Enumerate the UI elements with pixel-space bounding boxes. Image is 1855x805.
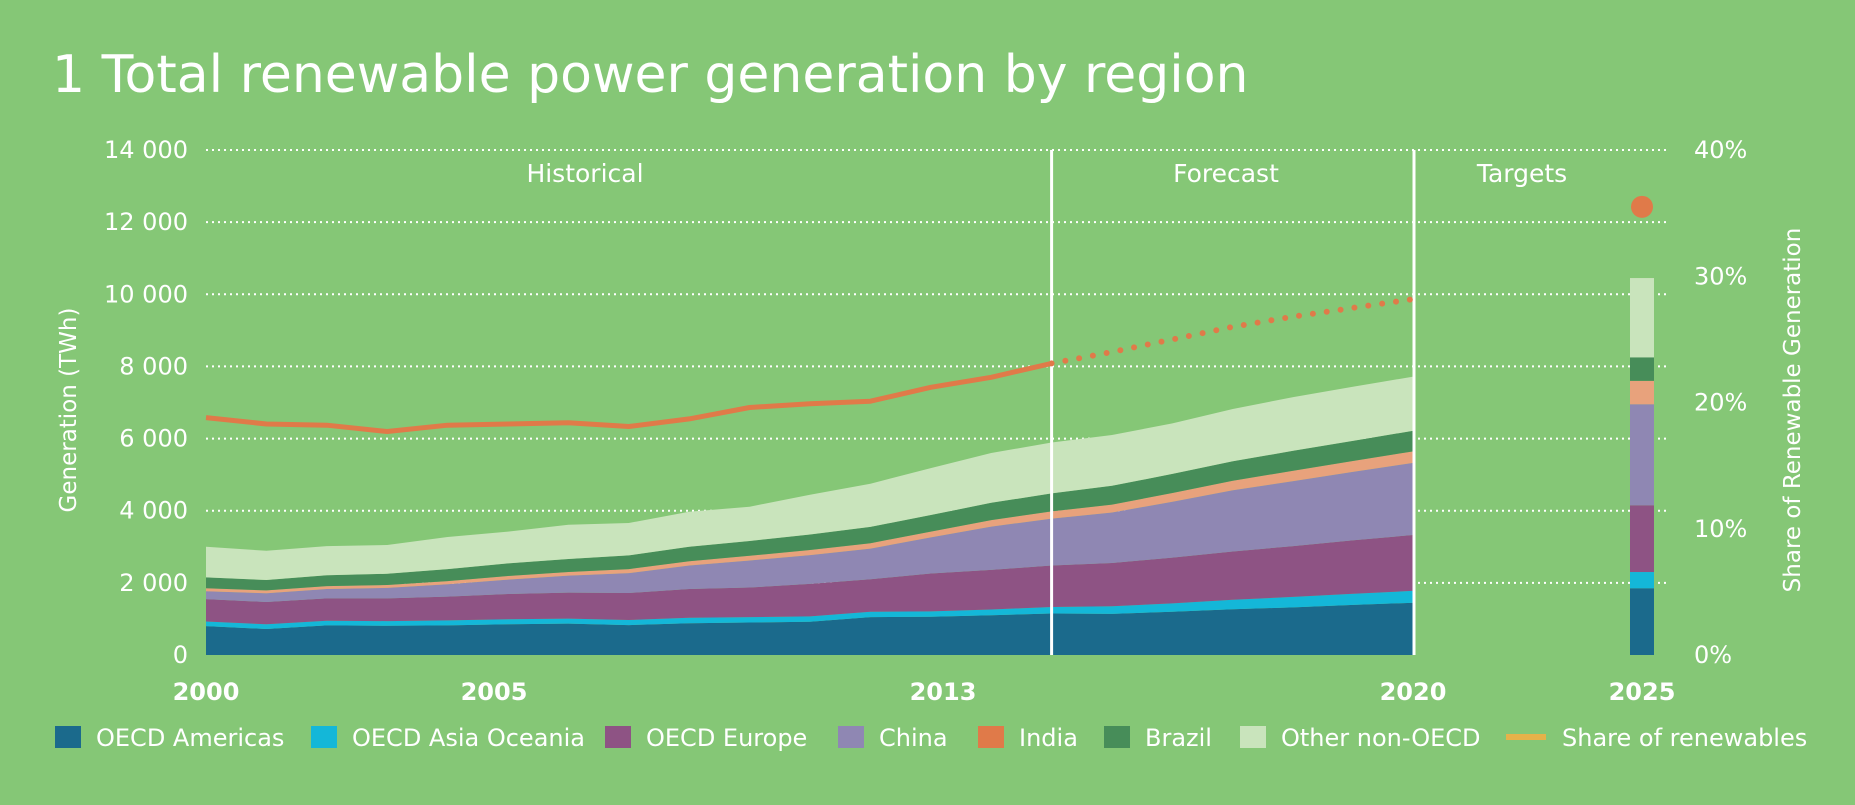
target-bar-brazil: [1630, 357, 1654, 381]
x-tick-label: 2025: [1609, 678, 1676, 706]
section-label-targets: Targets: [1476, 159, 1567, 188]
stacked-areas: [206, 376, 1414, 655]
section-label-forecast: Forecast: [1173, 159, 1279, 188]
y-tick-label-right: 10%: [1694, 515, 1747, 543]
x-tick-label: 2013: [910, 678, 977, 706]
legend-item-china: China: [838, 724, 948, 752]
target-bar-oecd-asia-oceania: [1630, 572, 1654, 589]
legend-label: Other non-OECD: [1281, 724, 1481, 752]
legend-swatch: [1104, 726, 1130, 748]
legend-label: Brazil: [1145, 724, 1212, 752]
y-tick-label: 8 000: [119, 352, 188, 380]
y-axis-ticks-left: 0 2 000 4 000 6 000 8 000 10 000 12 000 14 000: [104, 136, 188, 669]
legend-label: India: [1019, 724, 1078, 752]
section-label-historical: Historical: [526, 159, 643, 188]
x-tick-label: 2000: [173, 678, 240, 706]
share-of-renewables-line: [205, 296, 1417, 434]
y-tick-label-right: 0%: [1694, 641, 1732, 669]
y-axis-title-left: Generation (TWh): [56, 308, 82, 513]
y-tick-label: 4 000: [119, 497, 188, 525]
y-tick-label: 14 000: [104, 136, 188, 164]
y-tick-label: 12 000: [104, 208, 188, 236]
area-china: [206, 462, 1414, 602]
legend-swatch: [1506, 734, 1546, 740]
legend-swatch: [838, 726, 864, 748]
legend-label: Share of renewables: [1562, 724, 1807, 752]
target-bar-china: [1630, 404, 1654, 506]
section-labels: Historical Forecast Targets: [526, 159, 1567, 188]
legend-item-india: India: [978, 724, 1078, 752]
legend-item-brazil: Brazil: [1104, 724, 1212, 752]
y-tick-label: 6 000: [119, 425, 188, 453]
legend-swatch: [311, 726, 337, 748]
share-line-forecast: [1048, 296, 1417, 367]
y-axis-ticks-right: 0% 10% 20% 30% 40%: [1694, 136, 1747, 669]
legend-label: OECD Europe: [646, 724, 807, 752]
area-other-non-oecd: [206, 376, 1414, 580]
area-oecd-asia-oceania: [206, 590, 1414, 629]
legend-label: OECD Asia Oceania: [352, 724, 585, 752]
legend-item-oecd-europe: OECD Europe: [605, 724, 807, 752]
y-tick-label: 0: [173, 641, 188, 669]
y-axis-title-right: Share of Renewable Generation: [1780, 228, 1806, 593]
x-axis-ticks: 2000 2005 2013 2020 2025: [173, 678, 1676, 706]
target-bar-oecd-europe: [1630, 505, 1654, 573]
chart-title: 1 Total renewable power generation by re…: [52, 45, 1248, 105]
y-tick-label: 2 000: [119, 569, 188, 597]
share-line-historical: [205, 360, 1053, 434]
y-tick-label-right: 40%: [1694, 136, 1747, 164]
target-bar-other-non-oecd: [1630, 278, 1654, 358]
legend-item-oecd-asia-oceania: OECD Asia Oceania: [311, 724, 585, 752]
legend-label: China: [879, 724, 948, 752]
targets-2025-stack: [1630, 195, 1654, 655]
x-tick-label: 2005: [461, 678, 528, 706]
y-tick-label-right: 30%: [1694, 262, 1747, 290]
y-tick-label-right: 20%: [1694, 389, 1747, 417]
gridlines: [206, 149, 1668, 584]
x-tick-label: 2020: [1380, 678, 1447, 706]
legend-swatch: [1240, 726, 1266, 748]
legend-swatch: [978, 726, 1004, 748]
legend-item-oecd-americas: OECD Americas: [55, 724, 284, 752]
legend-item-other-non-oecd: Other non-OECD: [1240, 724, 1481, 752]
target-share-marker: [1631, 195, 1653, 218]
area-oecd-americas: [206, 602, 1414, 655]
legend-label: OECD Americas: [96, 724, 284, 752]
y-tick-label: 10 000: [104, 280, 188, 308]
target-bar-oecd-americas: [1630, 588, 1654, 655]
legend-swatch: [605, 726, 631, 748]
legend-swatch: [55, 726, 81, 748]
target-bar-india: [1630, 380, 1654, 405]
legend: OECD Americas OECD Asia Oceania OECD Europ…: [55, 724, 1807, 752]
area-oecd-europe: [206, 534, 1414, 625]
section-dividers: [1050, 150, 1416, 655]
legend-item-share-of-renewables: Share of renewables: [1506, 724, 1807, 752]
